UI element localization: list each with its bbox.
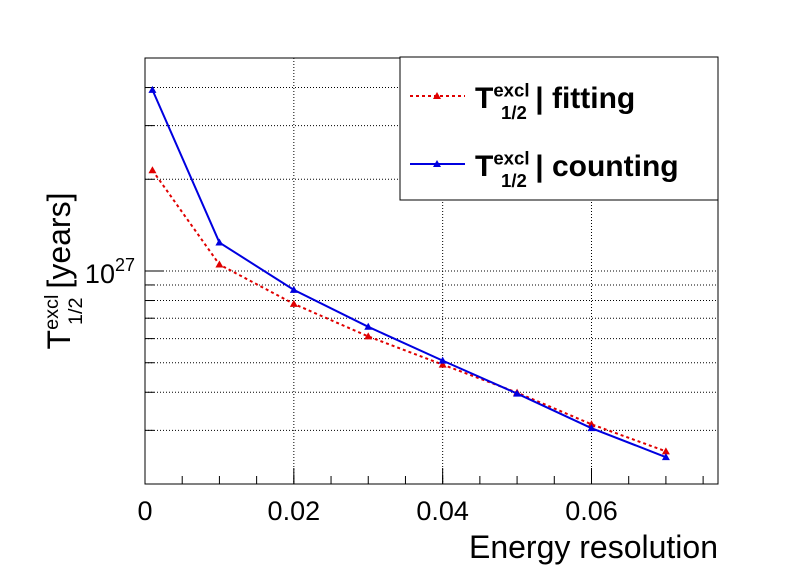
y-axis-label: Texcl 1/2 [years] xyxy=(41,193,87,350)
data-point xyxy=(148,85,157,93)
label-base: T xyxy=(475,150,493,183)
tick-base: 10 xyxy=(85,259,115,289)
data-point xyxy=(513,389,522,397)
label-base: T xyxy=(475,82,493,115)
data-point xyxy=(438,356,447,364)
label-sup: excl xyxy=(493,80,529,101)
data-point xyxy=(148,166,157,174)
label-sub: 1/2 xyxy=(501,170,527,191)
data-point xyxy=(215,238,224,246)
rich-text: Texcl 1/2 | counting xyxy=(475,148,679,192)
data-point xyxy=(289,299,298,307)
series-line xyxy=(151,89,667,459)
data-point xyxy=(587,420,596,428)
label-sup: excl xyxy=(493,148,529,169)
x-axis-label: Energy resolution xyxy=(469,529,718,565)
x-tick-label: 0 xyxy=(137,496,152,526)
data-point xyxy=(289,285,298,293)
data-point xyxy=(364,322,373,330)
label-base: T xyxy=(41,330,77,350)
label-sup: excl xyxy=(41,295,63,330)
x-tick-label: 0.04 xyxy=(416,496,469,526)
legend-box xyxy=(399,56,719,201)
legend-marker xyxy=(433,160,441,167)
data-point xyxy=(438,360,447,368)
label-rest: | fitting xyxy=(527,82,635,115)
tick-exp: 27 xyxy=(115,255,135,275)
data-point xyxy=(587,424,596,432)
label-rest: | counting xyxy=(527,150,679,183)
data-point xyxy=(661,453,670,461)
data-point xyxy=(215,260,224,268)
rich-text: Texcl 1/2 | fitting xyxy=(475,80,635,124)
data-point xyxy=(661,447,670,455)
legend-marker xyxy=(433,92,441,99)
y-tick-label: 1027 xyxy=(85,255,135,289)
data-point xyxy=(364,332,373,340)
rich-text: Texcl 1/2 [years] xyxy=(41,193,87,350)
series-line xyxy=(151,169,667,453)
label-sub: 1/2 xyxy=(501,102,527,123)
label-rest: [years] xyxy=(41,193,77,298)
x-tick-label: 0.02 xyxy=(268,496,321,526)
label-sub: 1/2 xyxy=(65,297,87,325)
x-tick-label: 0.06 xyxy=(565,496,618,526)
